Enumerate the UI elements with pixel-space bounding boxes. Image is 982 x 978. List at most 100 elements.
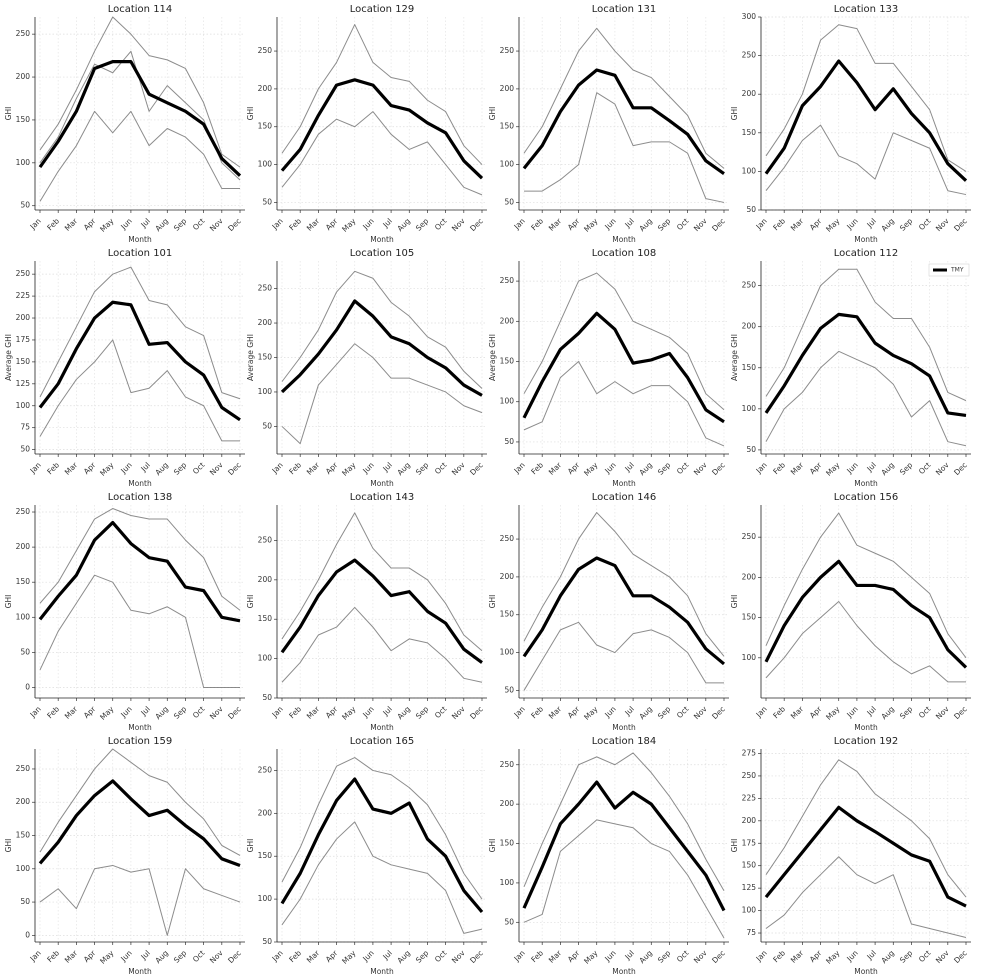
y-axis-label: GHI — [4, 595, 13, 609]
x-tick-label: Dec — [468, 216, 485, 233]
panel-title: Location 131 — [592, 4, 657, 15]
x-tick-label: May — [582, 216, 600, 234]
x-tick-label: May — [582, 460, 600, 478]
x-axis-label: Month — [612, 723, 636, 732]
x-tick-label: Mar — [305, 704, 322, 721]
y-tick-label: 150 — [742, 861, 757, 870]
x-tick-label: Sep — [414, 948, 431, 965]
tmy-line — [764, 559, 968, 669]
y-tick-label: 175 — [742, 838, 757, 847]
y-tick-label: 300 — [742, 12, 757, 21]
year-line — [281, 111, 483, 196]
x-tick-label: Nov — [692, 216, 709, 233]
tmy-line — [764, 59, 968, 182]
y-tick-label: 250 — [742, 281, 757, 290]
x-axis-label: Month — [854, 479, 878, 488]
x-axis-label: Month — [854, 723, 878, 732]
x-tick-label: Jul — [138, 216, 151, 229]
x-tick-label: Sep — [898, 704, 915, 721]
x-tick-label: Sep — [414, 216, 431, 233]
x-tick-label: Sep — [172, 948, 189, 965]
year-line — [765, 124, 967, 196]
y-tick-label: 150 — [742, 363, 757, 372]
y-tick-label: 200 — [742, 322, 757, 331]
x-tick-label: Feb — [771, 704, 787, 720]
panel-title: Location 138 — [108, 492, 173, 503]
year-line — [523, 621, 724, 691]
x-tick-label: Sep — [172, 216, 189, 233]
x-tick-label: Jan — [512, 704, 527, 719]
y-tick-label: 200 — [258, 575, 273, 584]
x-tick-label: May — [340, 948, 358, 966]
y-tick-label: 200 — [258, 84, 273, 93]
x-tick-label: Oct — [675, 216, 691, 232]
x-tick-label: Apr — [82, 216, 98, 232]
x-tick-label: Feb — [771, 948, 787, 964]
x-tick-label: Apr — [808, 704, 824, 720]
year-line — [765, 24, 967, 172]
x-tick-label: Dec — [710, 704, 727, 721]
y-tick-label: 250 — [500, 534, 515, 543]
x-axis-label: Month — [854, 235, 878, 244]
y-tick-label: 150 — [16, 577, 31, 586]
tmy-line — [38, 60, 242, 177]
y-axis-label: GHI — [488, 107, 497, 121]
year-line — [39, 266, 241, 400]
panel-title: Location 165 — [350, 736, 415, 747]
y-tick-label: 250 — [500, 276, 515, 285]
year-line — [39, 16, 241, 168]
y-tick-label: 200 — [500, 316, 515, 325]
y-tick-label: 100 — [742, 404, 757, 413]
x-tick-label: Aug — [395, 216, 412, 233]
x-tick-label: Jun — [118, 216, 134, 232]
x-tick-label: Nov — [450, 216, 467, 233]
x-tick-label: Feb — [287, 948, 303, 964]
y-tick-label: 150 — [500, 610, 515, 619]
y-tick-label: 125 — [16, 379, 31, 388]
x-tick-label: Jun — [844, 216, 860, 232]
x-tick-label: Jul — [138, 460, 151, 473]
x-tick-label: May — [340, 216, 358, 234]
x-tick-label: Dec — [952, 460, 969, 477]
tmy-line — [280, 299, 483, 397]
x-tick-label: Jan — [512, 216, 527, 231]
y-tick-label: 200 — [16, 313, 31, 322]
y-tick-label: 250 — [16, 507, 31, 516]
y-axis-label: GHI — [246, 839, 255, 853]
x-tick-label: Dec — [710, 948, 727, 965]
x-tick-label: Jun — [118, 704, 134, 720]
x-tick-label: Sep — [656, 948, 673, 965]
x-axis-label: Month — [370, 967, 394, 976]
x-tick-label: Dec — [952, 216, 969, 233]
x-tick-label: Jul — [380, 948, 393, 961]
x-tick-label: Jan — [270, 460, 285, 475]
x-tick-label: Jan — [512, 460, 527, 475]
x-tick-label: Mar — [547, 216, 564, 233]
x-tick-label: Apr — [566, 460, 582, 476]
x-tick-label: Nov — [208, 216, 225, 233]
y-tick-label: 200 — [500, 799, 515, 808]
year-line — [281, 24, 483, 165]
year-line — [39, 864, 241, 936]
x-tick-label: Jan — [270, 216, 285, 231]
x-tick-label: May — [824, 460, 842, 478]
x-tick-label: Feb — [529, 704, 545, 720]
y-axis-label: GHI — [730, 839, 739, 853]
tmy-line — [38, 779, 241, 867]
x-tick-label: Jun — [844, 948, 860, 964]
x-tick-label: Jun — [602, 704, 618, 720]
y-tick-label: 100 — [500, 648, 515, 657]
y-tick-label: 150 — [258, 614, 273, 623]
year-line — [523, 272, 725, 411]
x-tick-label: Feb — [529, 948, 545, 964]
x-tick-label: Jan — [28, 948, 43, 963]
tmy-line — [38, 520, 241, 623]
x-tick-label: Feb — [287, 704, 303, 720]
y-tick-label: 50 — [20, 647, 30, 656]
x-tick-label: Sep — [656, 704, 673, 721]
x-tick-label: May — [582, 704, 600, 722]
year-line — [39, 110, 240, 202]
x-tick-label: Nov — [934, 460, 951, 477]
year-line — [523, 512, 725, 657]
